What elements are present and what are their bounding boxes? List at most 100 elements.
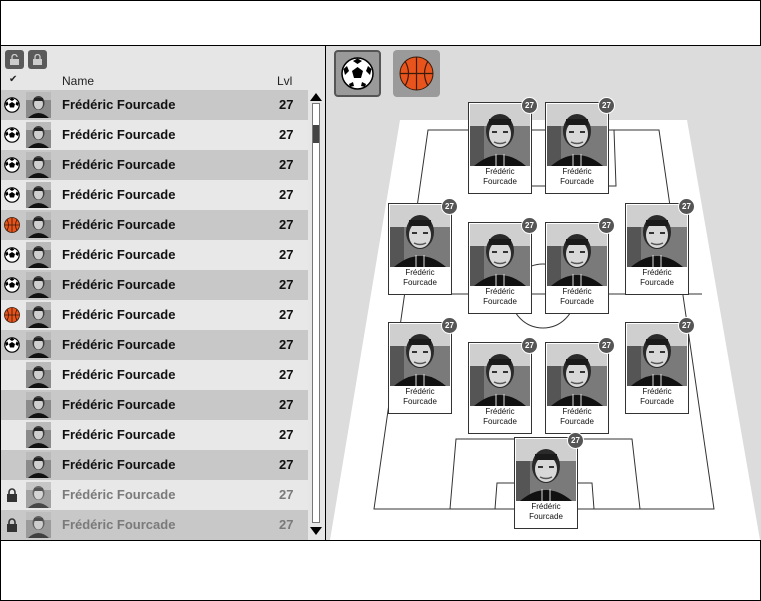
player-name: Frédéric Fourcade xyxy=(62,307,176,322)
player-level: 27 xyxy=(279,397,294,412)
player-avatar xyxy=(26,182,51,208)
player-card-name: Frédéric Fourcade xyxy=(483,287,517,306)
player-list: Frédéric Fourcade 27 Frédéric Fourcade 27 Fr… xyxy=(1,90,308,540)
basketball-icon xyxy=(4,307,20,323)
soccer-ball-icon xyxy=(4,337,20,353)
scroll-up-arrow-icon[interactable] xyxy=(310,93,322,101)
player-avatar xyxy=(26,392,51,418)
scroll-down-arrow-icon[interactable] xyxy=(310,527,322,535)
player-photo xyxy=(547,224,607,286)
player-name: Frédéric Fourcade xyxy=(62,397,176,412)
player-row[interactable]: Frédéric Fourcade 27 xyxy=(1,150,308,180)
soccer-ball-icon xyxy=(4,277,20,293)
lineup-player-card[interactable]: Frédéric Fourcade 27 xyxy=(388,317,458,414)
player-avatar xyxy=(26,362,51,388)
player-row[interactable]: Frédéric Fourcade 27 xyxy=(1,450,308,480)
player-name: Frédéric Fourcade xyxy=(62,217,176,232)
soccer-ball-icon xyxy=(4,127,20,143)
unlocked-padlock-icon xyxy=(10,54,19,65)
level-badge: 27 xyxy=(598,217,615,234)
player-row[interactable]: Frédéric Fourcade 27 xyxy=(1,360,308,390)
player-name: Frédéric Fourcade xyxy=(62,517,176,532)
soccer-ball-icon xyxy=(4,157,20,173)
player-row[interactable]: Frédéric Fourcade 27 xyxy=(1,330,308,360)
level-column-header[interactable]: Lvl xyxy=(277,74,293,88)
lineup-player-card[interactable]: Frédéric Fourcade 27 xyxy=(388,198,458,295)
player-row[interactable]: Frédéric Fourcade 27 xyxy=(1,420,308,450)
player-name: Frédéric Fourcade xyxy=(62,487,176,502)
level-badge: 27 xyxy=(567,432,584,449)
lock-toolbar xyxy=(5,50,47,70)
level-badge: 27 xyxy=(598,337,615,354)
name-column-header[interactable]: Name xyxy=(62,74,95,88)
player-card-name: Frédéric Fourcade xyxy=(403,268,437,287)
lock-all-button[interactable] xyxy=(28,50,47,69)
player-card-name: Frédéric Fourcade xyxy=(483,167,517,186)
player-name: Frédéric Fourcade xyxy=(62,187,176,202)
player-row[interactable]: Frédéric Fourcade 27 xyxy=(1,90,308,120)
level-badge: 27 xyxy=(521,97,538,114)
player-row[interactable]: Frédéric Fourcade 27 xyxy=(1,300,308,330)
lineup-player-card[interactable]: Frédéric Fourcade 27 xyxy=(514,432,584,529)
lineup-player-card[interactable]: Frédéric Fourcade 27 xyxy=(625,198,695,295)
lineup-player-card[interactable]: Frédéric Fourcade 27 xyxy=(625,317,695,414)
basketball-icon xyxy=(399,56,434,91)
bottom-bar xyxy=(0,540,761,601)
player-list-panel: ✔ Name Lvl Frédéric Fourcade 27 Frédéric F… xyxy=(0,46,325,540)
lineup-player-card[interactable]: Frédéric Fourcade 27 xyxy=(545,337,615,434)
soccer-ball-icon xyxy=(4,247,20,263)
player-row[interactable]: Frédéric Fourcade 27 xyxy=(1,270,308,300)
lineup-player-card[interactable]: Frédéric Fourcade 27 xyxy=(468,97,538,194)
unlock-all-button[interactable] xyxy=(5,50,24,69)
player-level: 27 xyxy=(279,157,294,172)
player-avatar xyxy=(26,242,51,268)
select-column-header[interactable]: ✔ xyxy=(9,74,18,85)
soccer-ball-icon xyxy=(341,57,374,90)
player-row[interactable]: Frédéric Fourcade 27 xyxy=(1,480,308,510)
basketball-icon xyxy=(4,217,20,233)
player-photo xyxy=(470,224,530,286)
basketball-tab[interactable] xyxy=(393,50,440,97)
player-card-name: Frédéric Fourcade xyxy=(560,287,594,306)
player-avatar xyxy=(26,272,51,298)
soccer-tab[interactable] xyxy=(334,50,381,97)
player-avatar xyxy=(26,122,51,148)
player-card-name: Frédéric Fourcade xyxy=(560,407,594,426)
player-name: Frédéric Fourcade xyxy=(62,127,176,142)
player-card-name: Frédéric Fourcade xyxy=(640,268,674,287)
player-level: 27 xyxy=(279,337,294,352)
list-scrollbar[interactable] xyxy=(310,93,322,535)
player-level: 27 xyxy=(279,97,294,112)
top-bar xyxy=(0,0,761,46)
player-photo xyxy=(390,324,450,386)
list-header: ✔ Name Lvl xyxy=(1,72,326,89)
lineup-player-card[interactable]: Frédéric Fourcade 27 xyxy=(468,337,538,434)
player-avatar xyxy=(26,332,51,358)
lineup-player-card[interactable]: Frédéric Fourcade 27 xyxy=(545,97,615,194)
lineup-player-card[interactable]: Frédéric Fourcade 27 xyxy=(545,217,615,314)
player-level: 27 xyxy=(279,367,294,382)
player-row[interactable]: Frédéric Fourcade 27 xyxy=(1,120,308,150)
player-row[interactable]: Frédéric Fourcade 27 xyxy=(1,390,308,420)
player-row[interactable]: Frédéric Fourcade 27 xyxy=(1,510,308,540)
player-row[interactable]: Frédéric Fourcade 27 xyxy=(1,180,308,210)
player-level: 27 xyxy=(279,187,294,202)
player-photo xyxy=(547,104,607,166)
scroll-track[interactable] xyxy=(312,103,320,523)
player-level: 27 xyxy=(279,277,294,292)
player-row[interactable]: Frédéric Fourcade 27 xyxy=(1,210,308,240)
level-badge: 27 xyxy=(598,97,615,114)
padlock-icon xyxy=(7,488,17,502)
level-badge: 27 xyxy=(678,317,695,334)
player-level: 27 xyxy=(279,247,294,262)
formation-panel: Frédéric Fourcade 27 Frédéric Fourcade 27 Fréd… xyxy=(326,46,761,540)
player-level: 27 xyxy=(279,427,294,442)
lineup-player-card[interactable]: Frédéric Fourcade 27 xyxy=(468,217,538,314)
panel-divider xyxy=(325,46,326,540)
player-level: 27 xyxy=(279,517,294,532)
scroll-thumb[interactable] xyxy=(313,125,319,143)
level-badge: 27 xyxy=(678,198,695,215)
player-row[interactable]: Frédéric Fourcade 27 xyxy=(1,240,308,270)
player-photo xyxy=(547,344,607,406)
player-avatar xyxy=(26,302,51,328)
